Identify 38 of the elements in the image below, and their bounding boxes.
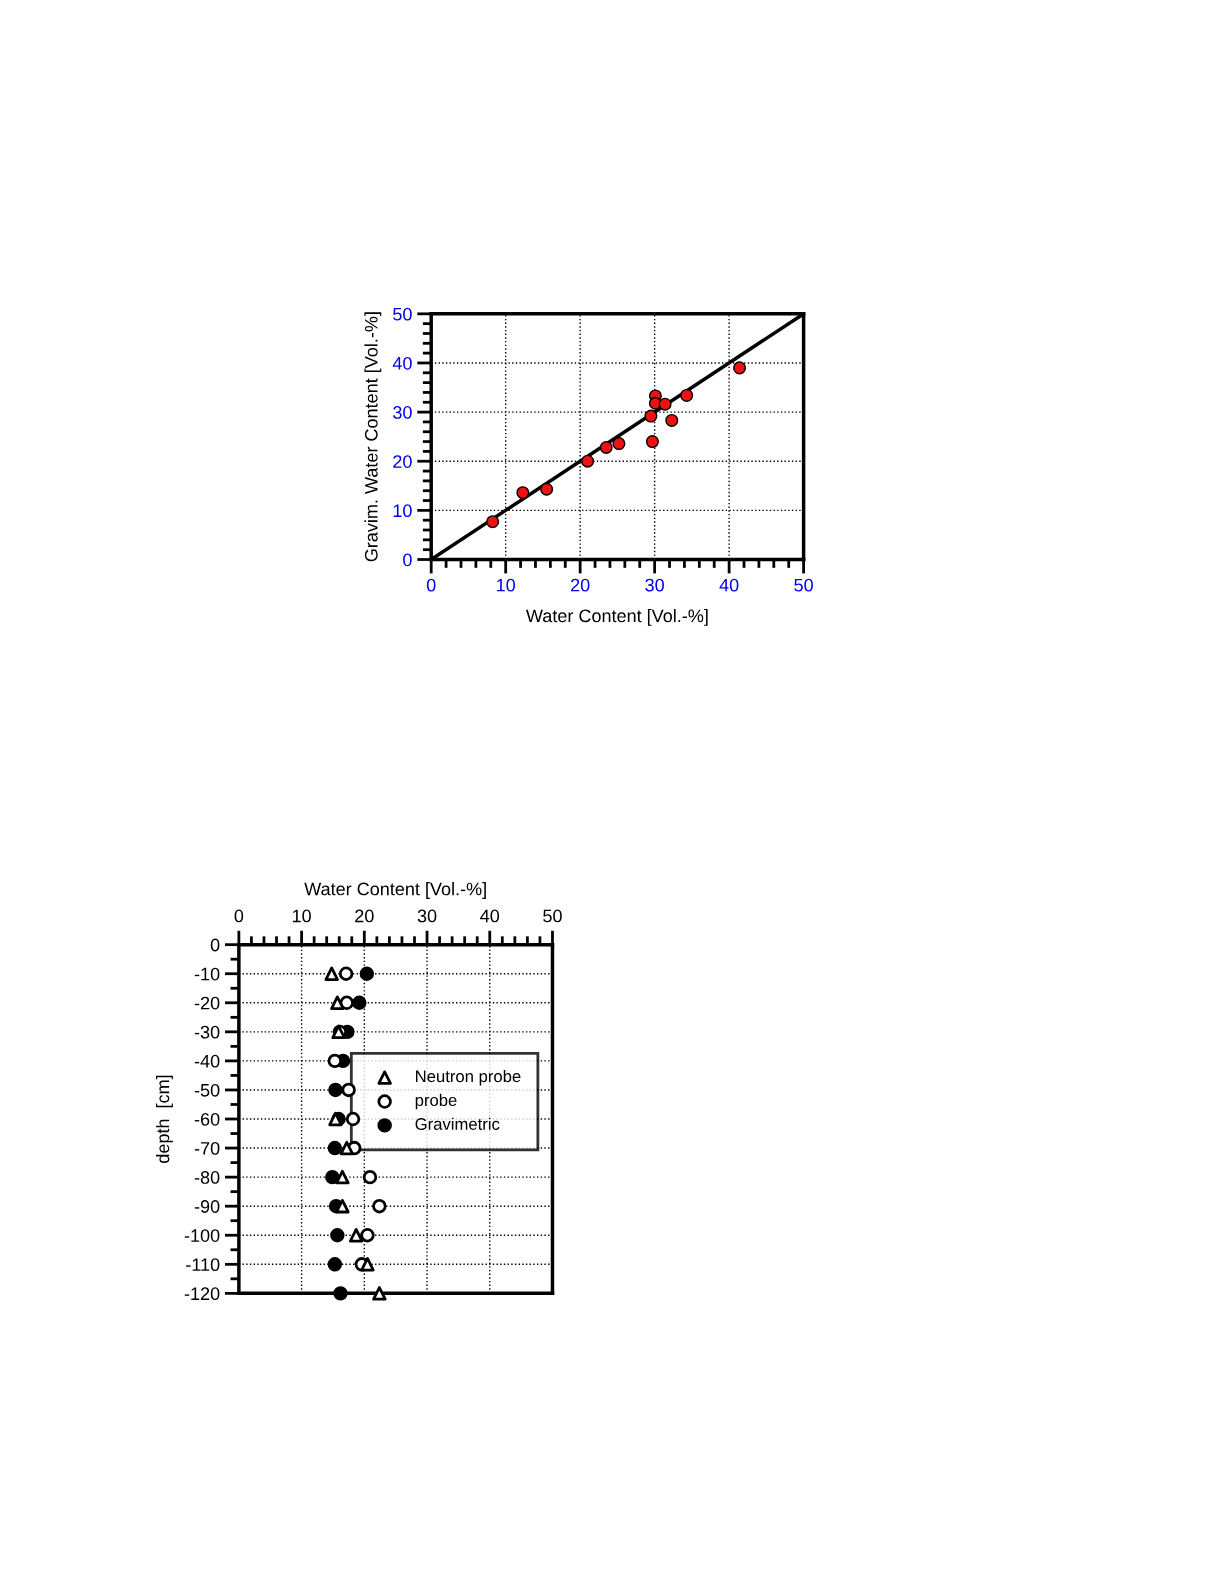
y-tick-label: -110: [186, 1258, 220, 1272]
y-tick-label: -20: [194, 996, 220, 1010]
y-tick-label: 20: [393, 455, 412, 468]
y-tick-label: -70: [194, 1142, 220, 1155]
y-tick-label: -90: [194, 1200, 220, 1213]
x-tick-label: 20: [355, 909, 374, 923]
y-tick-label: -10: [194, 967, 220, 981]
x-tick-label: 30: [645, 578, 664, 592]
x-tick-label: 50: [543, 909, 562, 923]
x-tick-label: 30: [417, 909, 437, 923]
x-tick-label: 10: [292, 909, 311, 923]
x-tick-label: 20: [571, 578, 590, 592]
y-tick-label: 40: [392, 356, 412, 370]
y-tick-label: -80: [194, 1171, 220, 1184]
y-tick-label: -40: [194, 1054, 220, 1068]
y-axis-title: depth [cm]: [156, 1075, 173, 1163]
x-tick-label: 0: [234, 909, 244, 923]
y-tick-label: -60: [194, 1112, 220, 1126]
x-tick-label: 0: [426, 578, 436, 592]
y-tick-label: -120: [184, 1287, 220, 1301]
y-tick-label: 50: [393, 307, 412, 321]
x-tick-label: 10: [497, 578, 516, 592]
y-tick-label: 0: [403, 553, 412, 567]
x-tick-label: 40: [719, 578, 739, 592]
legend-label: Neutron probe: [416, 1069, 521, 1086]
y-tick-label: -100: [184, 1229, 220, 1242]
y-tick-label: 0: [210, 938, 220, 952]
legend-label: probe: [415, 1093, 457, 1110]
x-axis-title: Water Content [Vol.-%]: [304, 882, 486, 899]
y-tick-label: -30: [194, 1025, 220, 1039]
legend-label: Gravimetric: [415, 1117, 500, 1130]
x-axis-title: Water Content [Vol.-%]: [526, 608, 708, 626]
y-tick-label: 10: [393, 504, 412, 518]
y-tick-label: 30: [393, 406, 412, 419]
y-tick-label: -50: [194, 1083, 220, 1097]
y-axis-title: Gravim. Water Content [Vol.-%]: [364, 312, 382, 562]
x-tick-label: 40: [480, 909, 500, 923]
x-tick-label: 50: [794, 578, 813, 592]
